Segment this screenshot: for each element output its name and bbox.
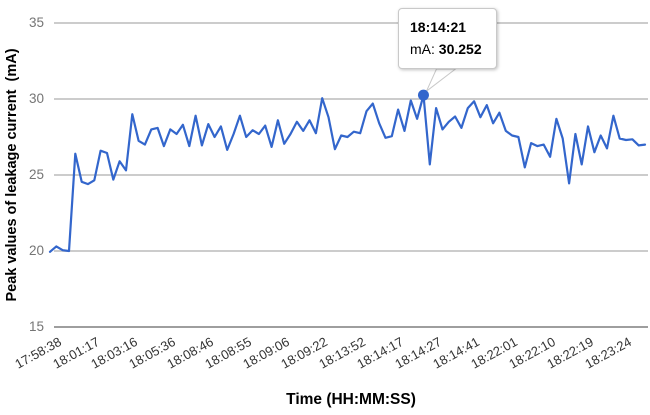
tooltip-value-line: mA: 30.252: [410, 38, 482, 60]
y-tick-label: 35: [28, 15, 44, 30]
tooltip-value: 30.252: [438, 41, 482, 57]
x-axis-title: Time (HH:MM:SS): [286, 391, 416, 408]
tooltip-series-label: mA:: [410, 41, 435, 57]
y-tick-label: 25: [28, 167, 44, 182]
gridlines: [54, 22, 648, 328]
tooltip: 18:14:21 mA: 30.252: [398, 8, 497, 69]
y-tick-label: 15: [28, 319, 44, 334]
y-tick-label: 30: [28, 91, 44, 106]
y-tick-label: 20: [28, 243, 44, 258]
highlighted-data-point[interactable]: [417, 89, 429, 101]
series-line[interactable]: [48, 94, 647, 253]
tooltip-time: 18:14:21: [410, 19, 467, 35]
tooltip-pointer: [426, 68, 457, 92]
